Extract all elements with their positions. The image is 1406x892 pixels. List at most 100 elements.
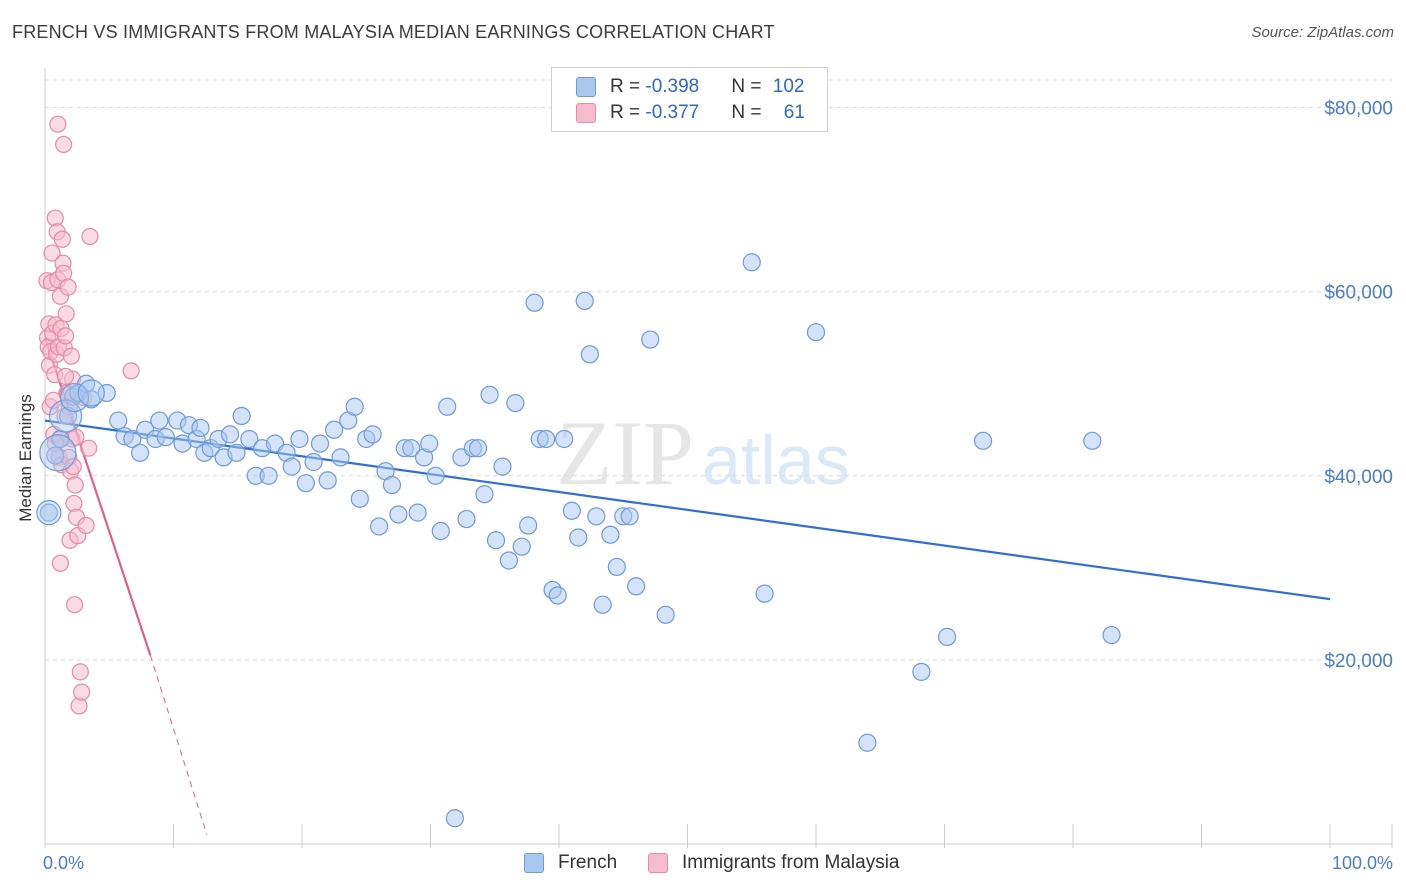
french-point [499,551,518,570]
gridlines [45,79,1392,661]
french-point [480,385,499,404]
bottom-legend-french-label: French [558,852,618,873]
french-point [438,397,457,416]
french-point [259,466,278,485]
french-point [227,443,246,462]
french-point [601,525,620,544]
legend-french-r-label: R = [610,76,646,97]
french-cluster-point [36,500,62,526]
legend-swatch-malaysia [576,103,596,123]
malaysia-trend-extension [149,655,208,835]
french-point [742,253,761,272]
malaysia-point [73,683,91,701]
french-point [370,517,389,536]
legend-malaysia-n-label: N = [731,102,767,123]
malaysia-point [77,516,95,535]
french-point [130,443,150,462]
legend: R = -0.398 N = 102 R = -0.377 N = 61 [551,67,828,132]
french-cluster-point [77,379,105,407]
french-point [191,418,210,438]
y-tick-label: $20,000 [1324,651,1393,672]
y-tick-label: $40,000 [1324,467,1393,488]
french-point [587,507,606,526]
french-point [290,429,309,449]
source-label: Source: ZipAtlas.com [1251,24,1394,41]
legend-malaysia-r-value: -0.377 [645,102,700,123]
bottom-legend-swatch-malaysia [648,853,668,873]
malaysia-point [49,115,67,133]
malaysia-point [70,697,88,715]
y-tick-label: $60,000 [1324,283,1393,304]
french-point [486,531,506,550]
french-point [593,595,612,614]
french-point [569,528,588,547]
malaysia-point [43,244,61,262]
axes [44,68,1393,848]
malaysia-point [62,347,80,365]
malaysia-point [56,327,75,345]
legend-french-r-value: -0.398 [645,76,700,97]
legend-swatch-french [576,77,596,97]
bottom-legend-swatch-french [524,853,544,873]
french-point [475,485,494,504]
french-point [97,383,116,403]
french-point [858,733,877,752]
malaysia-point [81,227,99,246]
french-point [656,605,675,624]
french-point [641,330,660,349]
y-tick-label: $80,000 [1324,99,1393,120]
french-point [431,521,450,541]
legend-french-n-label: N = [731,76,767,97]
tick-labels: $20,000 $40,000 $60,000 $80,000 0.0% 100.0% [43,99,1393,873]
malaysia-point [80,439,98,457]
french-point [350,489,369,508]
french-point [512,537,531,556]
french-point [150,411,169,430]
french-point [325,420,344,439]
french-point [506,393,525,413]
malaysia-point [55,135,73,154]
malaysia-point [53,230,71,248]
french-point [1083,431,1102,450]
french-point [575,291,594,311]
french-point [282,457,301,476]
malaysia-point [57,305,75,323]
legend-french-n-value: 102 [772,76,805,97]
french-point [580,345,599,364]
french-point [457,509,476,529]
malaysia-point [56,367,75,385]
french-point [363,425,382,444]
french-point [525,293,544,312]
french-point [304,452,323,472]
french-point [318,471,337,490]
french-point [156,428,175,447]
french-point [109,411,128,430]
french-point [937,627,957,646]
french-point [389,505,408,524]
french-cluster-point [48,399,83,433]
french-point [426,466,445,485]
watermark: ZIP atlas [556,400,850,506]
french-point [39,503,58,522]
french-point [408,503,427,522]
x-tick-label-max: 100.0% [1332,853,1393,873]
french-point [755,584,774,603]
bottom-legend-malaysia: Immigrants from Malaysia [648,852,900,874]
french-point [420,434,439,453]
malaysia-point [59,278,77,296]
french-point [123,429,142,449]
bottom-legend: French Immigrants from Malaysia [0,852,1406,878]
french-point [445,809,465,828]
watermark-atlas: atlas [702,421,850,499]
malaysia-point [65,596,84,614]
malaysia-point [65,494,83,513]
french-point [607,557,626,577]
x-tick-label-min: 0.0% [43,853,84,873]
french-point [310,434,330,453]
chart-title: FRENCH VS IMMIGRANTS FROM MALAYSIA MEDIA… [12,22,775,42]
french-cluster-point [39,434,77,472]
french-point [240,429,259,449]
french-point [912,662,931,681]
french-point [220,425,240,444]
